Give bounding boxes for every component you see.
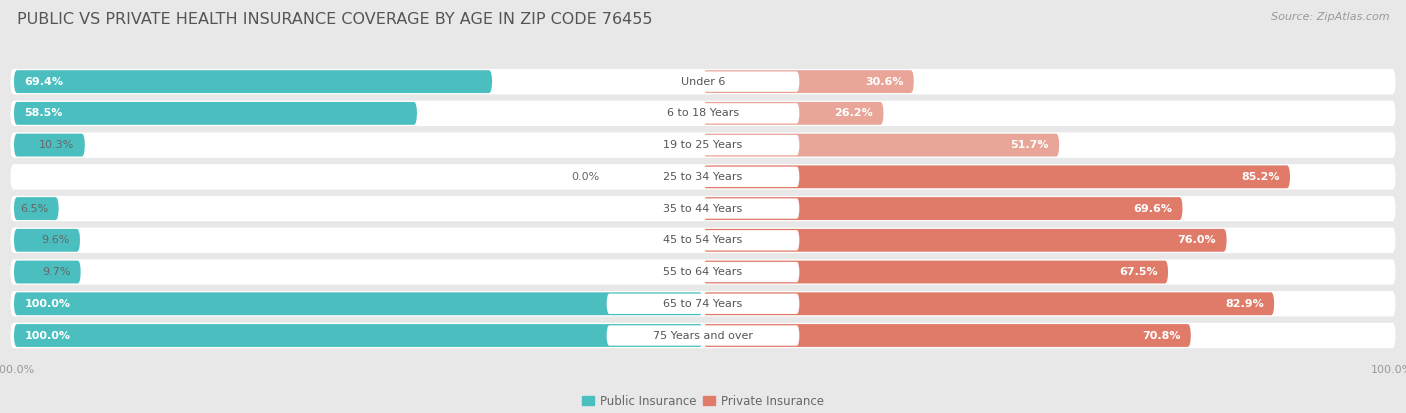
- FancyBboxPatch shape: [10, 228, 1396, 253]
- Text: 55 to 64 Years: 55 to 64 Years: [664, 267, 742, 277]
- Text: 70.8%: 70.8%: [1142, 330, 1181, 340]
- FancyBboxPatch shape: [606, 135, 800, 155]
- Text: 58.5%: 58.5%: [24, 108, 63, 119]
- FancyBboxPatch shape: [14, 229, 80, 252]
- FancyBboxPatch shape: [14, 292, 703, 315]
- FancyBboxPatch shape: [14, 197, 59, 220]
- FancyBboxPatch shape: [606, 103, 800, 123]
- FancyBboxPatch shape: [10, 323, 1396, 348]
- FancyBboxPatch shape: [14, 134, 84, 157]
- FancyBboxPatch shape: [703, 102, 883, 125]
- FancyBboxPatch shape: [10, 259, 1396, 285]
- Text: 26.2%: 26.2%: [834, 108, 873, 119]
- FancyBboxPatch shape: [703, 70, 914, 93]
- Text: 6.5%: 6.5%: [20, 204, 48, 214]
- Text: 100.0%: 100.0%: [24, 299, 70, 309]
- FancyBboxPatch shape: [606, 167, 800, 187]
- Text: 6 to 18 Years: 6 to 18 Years: [666, 108, 740, 119]
- FancyBboxPatch shape: [14, 70, 492, 93]
- Text: 0.0%: 0.0%: [571, 172, 599, 182]
- Text: 51.7%: 51.7%: [1011, 140, 1049, 150]
- Text: 65 to 74 Years: 65 to 74 Years: [664, 299, 742, 309]
- Text: Under 6: Under 6: [681, 77, 725, 87]
- FancyBboxPatch shape: [703, 134, 1059, 157]
- FancyBboxPatch shape: [10, 101, 1396, 126]
- FancyBboxPatch shape: [606, 262, 800, 282]
- FancyBboxPatch shape: [606, 230, 800, 250]
- Text: 85.2%: 85.2%: [1241, 172, 1279, 182]
- Text: 30.6%: 30.6%: [865, 77, 904, 87]
- Text: 76.0%: 76.0%: [1178, 235, 1216, 245]
- FancyBboxPatch shape: [606, 325, 800, 346]
- FancyBboxPatch shape: [703, 292, 1274, 315]
- FancyBboxPatch shape: [10, 291, 1396, 316]
- FancyBboxPatch shape: [10, 196, 1396, 221]
- FancyBboxPatch shape: [703, 324, 1191, 347]
- Text: 67.5%: 67.5%: [1119, 267, 1157, 277]
- Text: 82.9%: 82.9%: [1225, 299, 1264, 309]
- FancyBboxPatch shape: [703, 229, 1226, 252]
- FancyBboxPatch shape: [14, 102, 418, 125]
- FancyBboxPatch shape: [703, 261, 1168, 283]
- Text: 100.0%: 100.0%: [24, 330, 70, 340]
- Text: 10.3%: 10.3%: [39, 140, 75, 150]
- FancyBboxPatch shape: [703, 197, 1182, 220]
- Text: Source: ZipAtlas.com: Source: ZipAtlas.com: [1271, 12, 1389, 22]
- Legend: Public Insurance, Private Insurance: Public Insurance, Private Insurance: [582, 395, 824, 408]
- FancyBboxPatch shape: [10, 69, 1396, 94]
- FancyBboxPatch shape: [606, 294, 800, 314]
- Text: 75 Years and over: 75 Years and over: [652, 330, 754, 340]
- FancyBboxPatch shape: [606, 198, 800, 219]
- FancyBboxPatch shape: [10, 133, 1396, 158]
- FancyBboxPatch shape: [703, 165, 1291, 188]
- Text: 45 to 54 Years: 45 to 54 Years: [664, 235, 742, 245]
- FancyBboxPatch shape: [606, 71, 800, 92]
- Text: 69.6%: 69.6%: [1133, 204, 1173, 214]
- Text: 19 to 25 Years: 19 to 25 Years: [664, 140, 742, 150]
- Text: 69.4%: 69.4%: [24, 77, 63, 87]
- FancyBboxPatch shape: [10, 164, 1396, 190]
- FancyBboxPatch shape: [14, 324, 703, 347]
- Text: 35 to 44 Years: 35 to 44 Years: [664, 204, 742, 214]
- Text: 9.7%: 9.7%: [42, 267, 70, 277]
- Text: 25 to 34 Years: 25 to 34 Years: [664, 172, 742, 182]
- FancyBboxPatch shape: [14, 261, 80, 283]
- Text: PUBLIC VS PRIVATE HEALTH INSURANCE COVERAGE BY AGE IN ZIP CODE 76455: PUBLIC VS PRIVATE HEALTH INSURANCE COVER…: [17, 12, 652, 27]
- Text: 9.6%: 9.6%: [41, 235, 70, 245]
